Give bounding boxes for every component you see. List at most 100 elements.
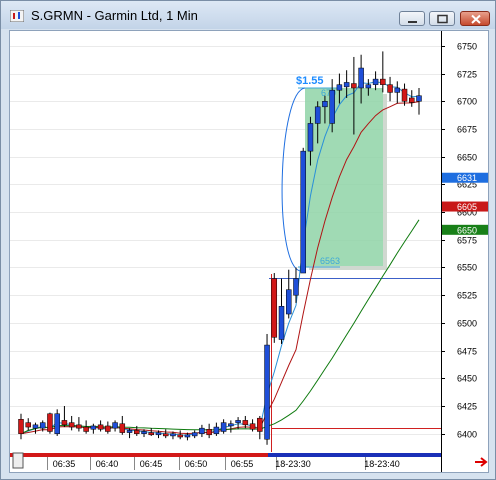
price-axis: 6750 6725 6700 6675 6650 6625 6600 6575 6550 6525…: [441, 42, 477, 440]
candle-up: [358, 67, 364, 89]
measure-selection[interactable]: $1.55 670 6563: [281, 75, 387, 272]
y-tick-label: 6600: [457, 208, 477, 218]
candle-down: [25, 422, 31, 428]
price-marker-label: 6605: [457, 202, 477, 212]
candle-up: [285, 289, 292, 315]
candle-down: [76, 424, 82, 429]
x-tick-label: 18-23:40: [364, 459, 400, 469]
session-bar-red: [10, 453, 268, 457]
candle-up: [39, 422, 46, 429]
candle-down: [177, 434, 183, 438]
measure-bottom-label: 6563: [320, 256, 340, 266]
candle-up: [314, 106, 321, 124]
candle-up: [293, 278, 299, 296]
candle-down: [119, 423, 126, 433]
y-tick-label: 6725: [457, 70, 477, 80]
x-tick-label: 06:35: [53, 459, 76, 469]
measure-dollar-label: $1.55: [296, 75, 324, 87]
y-tick-label: 6700: [457, 97, 477, 107]
maximize-button[interactable]: [429, 11, 455, 26]
candle-up: [228, 423, 234, 427]
candle-down: [242, 420, 249, 426]
price-chart[interactable]: $1.55 670 6563 6750672567006675665066256…: [10, 31, 488, 472]
price-marker-label: 6631: [457, 173, 477, 183]
x-tick-label: 06:55: [231, 459, 254, 469]
x-tick-label: 18-23:30: [275, 459, 311, 469]
candles: [18, 51, 422, 445]
y-tick-label: 6650: [457, 153, 477, 163]
y-tick-label: 6675: [457, 125, 477, 135]
candle-up: [278, 306, 285, 340]
y-tick-label: 6475: [457, 347, 477, 357]
y-tick-label: 6425: [457, 402, 477, 412]
candle-up: [112, 422, 118, 429]
y-tick-label: 6750: [457, 42, 477, 52]
session-bar-blue: [268, 453, 441, 457]
candle-down: [206, 429, 212, 436]
close-icon: [471, 14, 481, 24]
scroll-left-handle[interactable]: [12, 452, 24, 469]
title-bar[interactable]: S.GRMN - Garmin Ltd, 1 Min: [1, 1, 495, 29]
price-marker: [442, 224, 488, 235]
candle-up: [191, 432, 198, 437]
minimize-button[interactable]: [399, 11, 425, 26]
window-title: S.GRMN - Garmin Ltd, 1 Min: [31, 8, 198, 23]
y-tick-label: 6550: [457, 263, 477, 273]
candle-up: [336, 84, 343, 91]
y-tick-label: 6400: [457, 430, 477, 440]
candle-up: [394, 87, 401, 93]
time-axis: 06:35 06:40 06:45 06:50 06:55 18-23:30 18-23:4…: [47, 457, 400, 470]
x-tick-label: 06:40: [96, 459, 119, 469]
candle-up: [54, 413, 60, 434]
candle-down: [401, 88, 408, 102]
candle-up: [235, 420, 241, 423]
candle-down: [105, 425, 111, 432]
y-tick-label: 6625: [457, 180, 477, 190]
candle-up: [32, 424, 39, 429]
price-marker: [442, 201, 488, 212]
candle-down: [61, 420, 68, 426]
candle-up: [184, 434, 191, 438]
candle-down: [47, 413, 53, 432]
y-tick-label: 6525: [457, 291, 477, 301]
candle-up: [329, 89, 335, 124]
measure-box-shadow: [383, 94, 387, 268]
candle-up: [141, 431, 147, 434]
y-tick-label: 6450: [457, 374, 477, 384]
y-tick-label: 6575: [457, 236, 477, 246]
candle-up: [264, 344, 270, 440]
chart-area[interactable]: $1.55 670 6563 6750 6725 6700 6675 6650 6625 6…: [9, 30, 489, 473]
candle-up: [372, 78, 379, 85]
candle-down: [97, 424, 104, 430]
candle-down: [409, 97, 415, 103]
candle-down: [134, 430, 140, 434]
candle-up: [126, 430, 133, 433]
ma-slow-line: [20, 219, 420, 435]
y-tick-label: 6500: [457, 319, 477, 329]
candle-up: [213, 426, 220, 434]
candle-down: [162, 433, 169, 437]
candle-up: [220, 422, 227, 432]
candle-down: [148, 432, 155, 436]
minimize-icon: [408, 21, 417, 23]
x-tick-label: 06:45: [140, 459, 163, 469]
candle-up: [300, 150, 306, 274]
measure-bracket: [281, 87, 306, 272]
candle-down: [271, 278, 278, 338]
measure-box-shadow-bottom: [309, 266, 387, 270]
candle-up: [90, 425, 97, 430]
candle-up: [322, 101, 328, 108]
scroll-right-arrow-icon[interactable]: [475, 457, 488, 467]
price-marker-label: 6650: [457, 225, 477, 235]
candle-down: [257, 417, 263, 432]
price-marker: [442, 172, 488, 183]
candle-up: [307, 123, 314, 152]
close-button[interactable]: [460, 11, 490, 26]
measure-top-label: 670: [321, 88, 336, 98]
candle-down: [387, 84, 393, 93]
candle-up: [416, 95, 422, 102]
candle-up: [170, 433, 176, 437]
chart-app-icon: [10, 10, 24, 22]
candle-down: [351, 83, 357, 89]
